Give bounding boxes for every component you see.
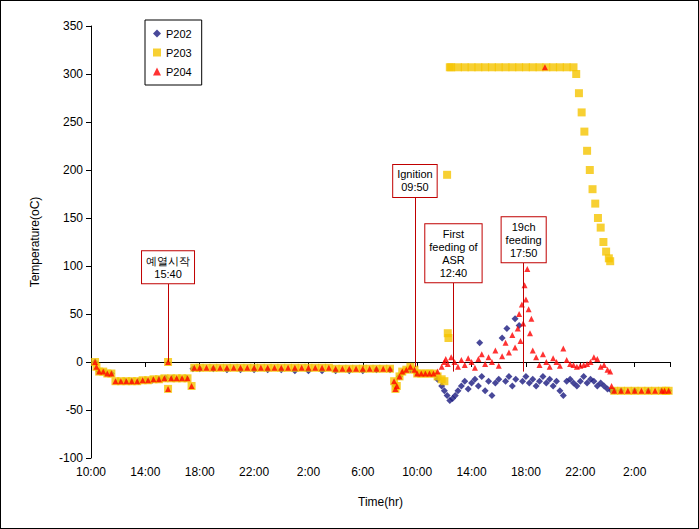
svg-text:18:00: 18:00 — [511, 465, 541, 479]
svg-text:22:00: 22:00 — [565, 465, 595, 479]
svg-text:14:00: 14:00 — [130, 465, 160, 479]
svg-text:First: First — [443, 228, 464, 240]
svg-text:-50: -50 — [66, 403, 84, 417]
svg-text:0: 0 — [76, 355, 83, 369]
svg-text:350: 350 — [63, 19, 83, 33]
svg-text:14:00: 14:00 — [457, 465, 487, 479]
svg-text:150: 150 — [63, 211, 83, 225]
svg-text:Temperature(oC): Temperature(oC) — [28, 197, 42, 288]
svg-text:ASR: ASR — [442, 254, 465, 266]
svg-text:18:00: 18:00 — [185, 465, 215, 479]
svg-text:15:40: 15:40 — [154, 268, 182, 280]
svg-text:6:00: 6:00 — [351, 465, 375, 479]
svg-text:feeding: feeding — [506, 234, 542, 246]
svg-text:22:00: 22:00 — [239, 465, 269, 479]
svg-text:200: 200 — [63, 163, 83, 177]
svg-text:250: 250 — [63, 115, 83, 129]
svg-text:09:50: 09:50 — [401, 181, 429, 193]
svg-text:2:00: 2:00 — [623, 465, 647, 479]
svg-text:Time(hr): Time(hr) — [358, 495, 403, 509]
svg-text:P202: P202 — [166, 28, 192, 40]
svg-text:50: 50 — [70, 307, 84, 321]
svg-text:P203: P203 — [166, 47, 192, 59]
svg-text:-100: -100 — [59, 451, 83, 465]
svg-text:10:00: 10:00 — [402, 465, 432, 479]
svg-text:예열시작: 예열시작 — [146, 255, 190, 267]
svg-text:100: 100 — [63, 259, 83, 273]
svg-text:300: 300 — [63, 67, 83, 81]
svg-text:19ch: 19ch — [512, 221, 536, 233]
svg-text:Ignition: Ignition — [397, 168, 432, 180]
svg-text:P204: P204 — [166, 66, 192, 78]
svg-text:feeding of: feeding of — [429, 241, 478, 253]
svg-text:17:50: 17:50 — [510, 247, 538, 259]
svg-text:10:00: 10:00 — [76, 465, 106, 479]
svg-text:2:00: 2:00 — [297, 465, 321, 479]
svg-text:12:40: 12:40 — [440, 267, 468, 279]
